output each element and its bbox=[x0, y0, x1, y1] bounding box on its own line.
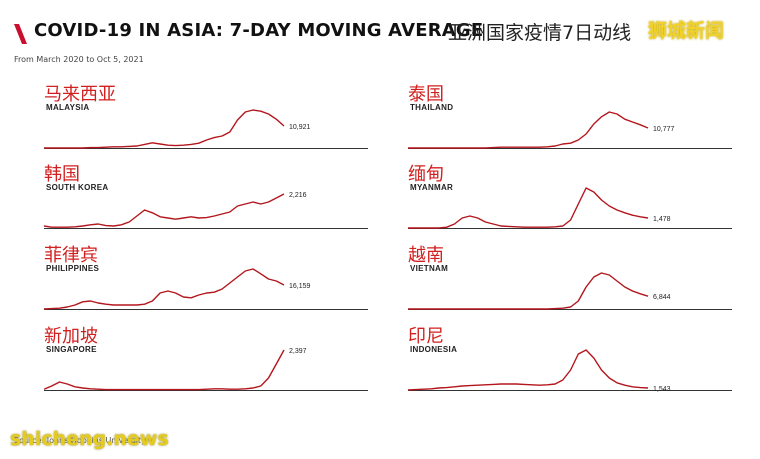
series-line bbox=[408, 111, 649, 149]
line-chart: 10,777 bbox=[408, 111, 732, 149]
page-title: COVID-19 IN ASIA: 7-DAY MOVING AVERAGE bbox=[34, 20, 484, 41]
chart-panel-vietnam: 越南 VIETNAM 6,844 bbox=[408, 241, 738, 321]
last-value-label: 6,844 bbox=[653, 294, 671, 301]
last-value-label: 10,777 bbox=[653, 126, 675, 133]
line-chart: 10,921 bbox=[44, 109, 368, 149]
line-chart: 6,844 bbox=[408, 272, 732, 310]
country-name-english: MYANMAR bbox=[410, 183, 454, 192]
series-line bbox=[44, 193, 285, 228]
watermark-bottom: shicheng.news bbox=[10, 428, 169, 450]
series-line bbox=[44, 349, 285, 391]
chart-panel-indonesia: 印尼 INDONESIA 1,543 bbox=[408, 322, 738, 402]
country-name-english: INDONESIA bbox=[410, 345, 458, 354]
country-name-english: VIETNAM bbox=[410, 264, 449, 273]
series-line bbox=[44, 268, 285, 310]
country-name-chinese: 越南 bbox=[408, 245, 444, 266]
line-chart: 2,216 bbox=[44, 192, 368, 229]
country-name-english: PHILIPPINES bbox=[46, 264, 100, 273]
country-name-chinese: 缅甸 bbox=[408, 164, 444, 185]
country-name-english: SINGAPORE bbox=[46, 345, 97, 354]
country-name-chinese: 印尼 bbox=[408, 326, 444, 347]
chart-panel-myanmar: 缅甸 MYANMAR 1,478 bbox=[408, 160, 738, 240]
country-name-chinese: 韩国 bbox=[44, 164, 80, 185]
country-name-chinese: 新加坡 bbox=[44, 326, 98, 347]
last-value-label: 2,216 bbox=[289, 192, 307, 199]
line-chart: 16,159 bbox=[44, 268, 368, 310]
chart-panel-malaysia: 马来西亚 MALAYSIA 10,921 bbox=[44, 80, 374, 160]
chart-panel-south-korea: 韩国 SOUTH KOREA 2,216 bbox=[44, 160, 374, 240]
last-value-label: 10,921 bbox=[289, 124, 311, 131]
country-name-english: SOUTH KOREA bbox=[46, 183, 109, 192]
country-name-chinese: 菲律宾 bbox=[44, 245, 98, 266]
chart-panel-thailand: 泰国 THAILAND 10,777 bbox=[408, 80, 738, 160]
logo-slash-icon bbox=[14, 24, 27, 44]
country-name-english: MALAYSIA bbox=[46, 103, 90, 112]
last-value-label: 1,478 bbox=[653, 216, 671, 223]
source-note: Source: Johns Hopkins University bbox=[14, 436, 146, 445]
country-name-chinese: 马来西亚 bbox=[44, 84, 116, 105]
line-chart: 1,478 bbox=[408, 187, 732, 229]
last-value-label: 16,159 bbox=[289, 283, 311, 290]
country-name-english: THAILAND bbox=[410, 103, 454, 112]
country-name-chinese: 泰国 bbox=[408, 84, 444, 105]
series-line bbox=[44, 109, 285, 149]
date-range-subtitle: From March 2020 to Oct 5, 2021 bbox=[14, 55, 144, 64]
last-value-label: 2,397 bbox=[289, 348, 307, 355]
chart-panel-philippines: 菲律宾 PHILIPPINES 16,159 bbox=[44, 241, 374, 321]
page-title-chinese: 亚洲国家疫情7日动线 bbox=[448, 22, 632, 44]
series-line bbox=[408, 349, 649, 391]
series-line bbox=[408, 187, 649, 229]
line-chart: 1,543 bbox=[408, 349, 732, 393]
last-value-label: 1,543 bbox=[653, 386, 671, 393]
chart-panel-singapore: 新加坡 SINGAPORE 2,397 bbox=[44, 322, 374, 402]
watermark-top: 狮城新闻 bbox=[648, 20, 725, 42]
line-chart: 2,397 bbox=[44, 348, 368, 391]
series-line bbox=[408, 272, 649, 310]
